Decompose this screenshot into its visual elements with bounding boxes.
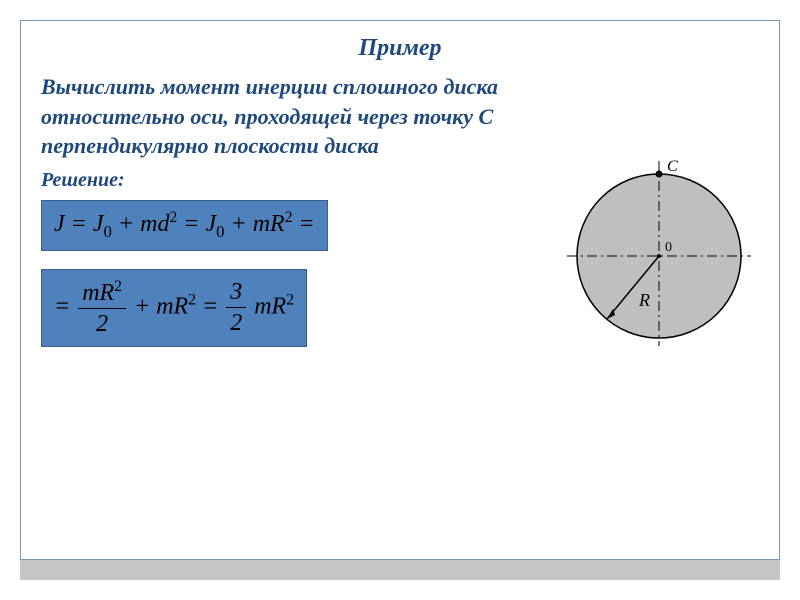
eq2-rhs: mR (254, 293, 286, 319)
eq1-equals3: = (299, 211, 315, 237)
eq2-frac2-num: 3 (226, 279, 246, 308)
eq1-j0b-base: J (205, 211, 216, 237)
content-frame: Пример Вычислить момент инерции сплошног… (20, 20, 780, 560)
eq1-plus2: + (231, 211, 253, 237)
bottom-bar (20, 560, 780, 580)
equation-2: = mR2 2 + mR2 = 3 2 mR2 (41, 269, 307, 347)
label-r: R (638, 290, 650, 310)
eq1-lhs: J (54, 211, 65, 237)
example-title: Пример (41, 35, 759, 62)
eq2-frac1-den: 2 (78, 309, 126, 337)
eq2-mid-sup: 2 (188, 291, 196, 308)
equation-1: J = J0 + md2 = J0 + mR2 = (41, 200, 328, 251)
eq1-equals: = (71, 211, 93, 237)
eq1-mr: mR (253, 211, 285, 237)
label-0: 0 (665, 240, 672, 255)
eq2-frac2: 3 2 (226, 279, 246, 337)
eq1-equals2: = (183, 211, 205, 237)
eq2-rhs-sup: 2 (286, 291, 294, 308)
eq1-plus1: + (118, 211, 140, 237)
eq2-mid: mR (156, 293, 188, 319)
eq1-md: md (140, 211, 169, 237)
eq1-md-sup: 2 (169, 209, 177, 226)
eq2-frac1-num: mR2 (78, 278, 126, 309)
eq2-frac1-num-coef: mR (82, 280, 114, 306)
eq2-plus: + (134, 293, 156, 319)
eq1-mr-sup: 2 (285, 209, 293, 226)
eq1-j0b-sub: 0 (216, 222, 224, 241)
eq2-equals2: = (202, 293, 224, 319)
label-c: C (667, 158, 678, 175)
slide: Пример Вычислить момент инерции сплошног… (0, 0, 800, 600)
eq2-frac2-den: 2 (226, 308, 246, 336)
disk-diagram: C 0 R (559, 151, 759, 351)
problem-statement: Вычислить момент инерции сплошного диска… (41, 72, 581, 161)
eq1-j0-sub: 0 (104, 222, 112, 241)
eq2-frac1: mR2 2 (78, 278, 126, 338)
eq2-equals1: = (54, 293, 76, 319)
point-c-dot (656, 171, 663, 178)
eq1-j0-base: J (93, 211, 104, 237)
eq2-frac1-num-sup: 2 (114, 278, 122, 295)
